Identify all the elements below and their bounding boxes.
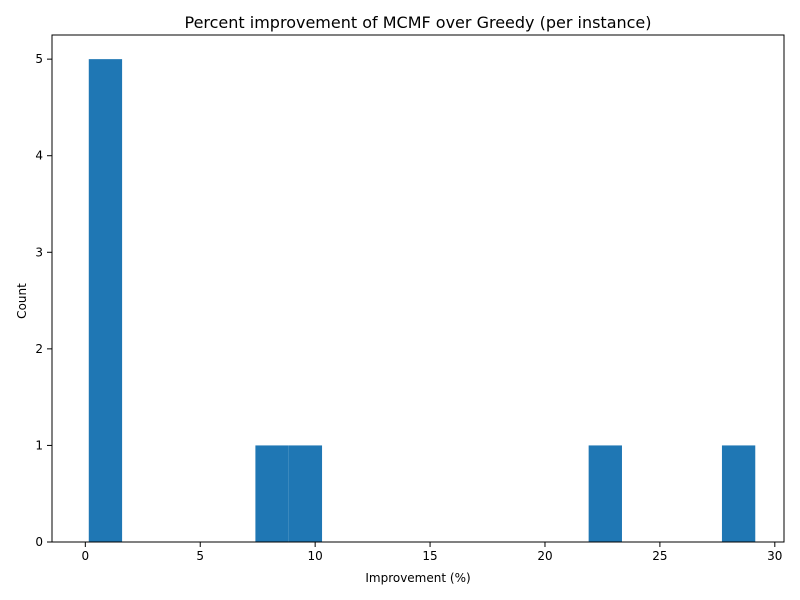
y-axis-ticks: 0 1 2 3 4 5 [35, 52, 52, 549]
y-tick-label-4: 4 [35, 149, 43, 163]
y-tick-label-2: 2 [35, 342, 43, 356]
chart-title: Percent improvement of MCMF over Greedy … [184, 13, 651, 32]
y-tick-label-3: 3 [35, 245, 43, 259]
x-tick-label-5: 5 [196, 549, 204, 563]
y-tick-label-5: 5 [35, 52, 43, 66]
histogram-bar-3 [588, 445, 622, 542]
x-axis-ticks: 0 5 10 15 20 25 30 [82, 542, 782, 563]
histogram-bar-1 [255, 445, 289, 542]
y-tick-label-1: 1 [35, 438, 43, 452]
x-tick-label-20: 20 [537, 549, 552, 563]
plot-area-frame [51, 34, 785, 543]
x-tick-label-30: 30 [767, 549, 782, 563]
x-tick-label-25: 25 [652, 549, 667, 563]
y-axis-label: Count [15, 283, 29, 319]
x-axis-label: Improvement (%) [365, 571, 470, 585]
histogram-bar-4 [721, 445, 756, 542]
x-tick-label-0: 0 [82, 549, 90, 563]
histogram-bar-2 [288, 445, 323, 542]
bars-group [88, 59, 756, 543]
y-tick-label-0: 0 [35, 535, 43, 549]
x-tick-label-15: 15 [422, 549, 437, 563]
histogram-bar-0 [88, 59, 123, 543]
x-tick-label-10: 10 [308, 549, 323, 563]
